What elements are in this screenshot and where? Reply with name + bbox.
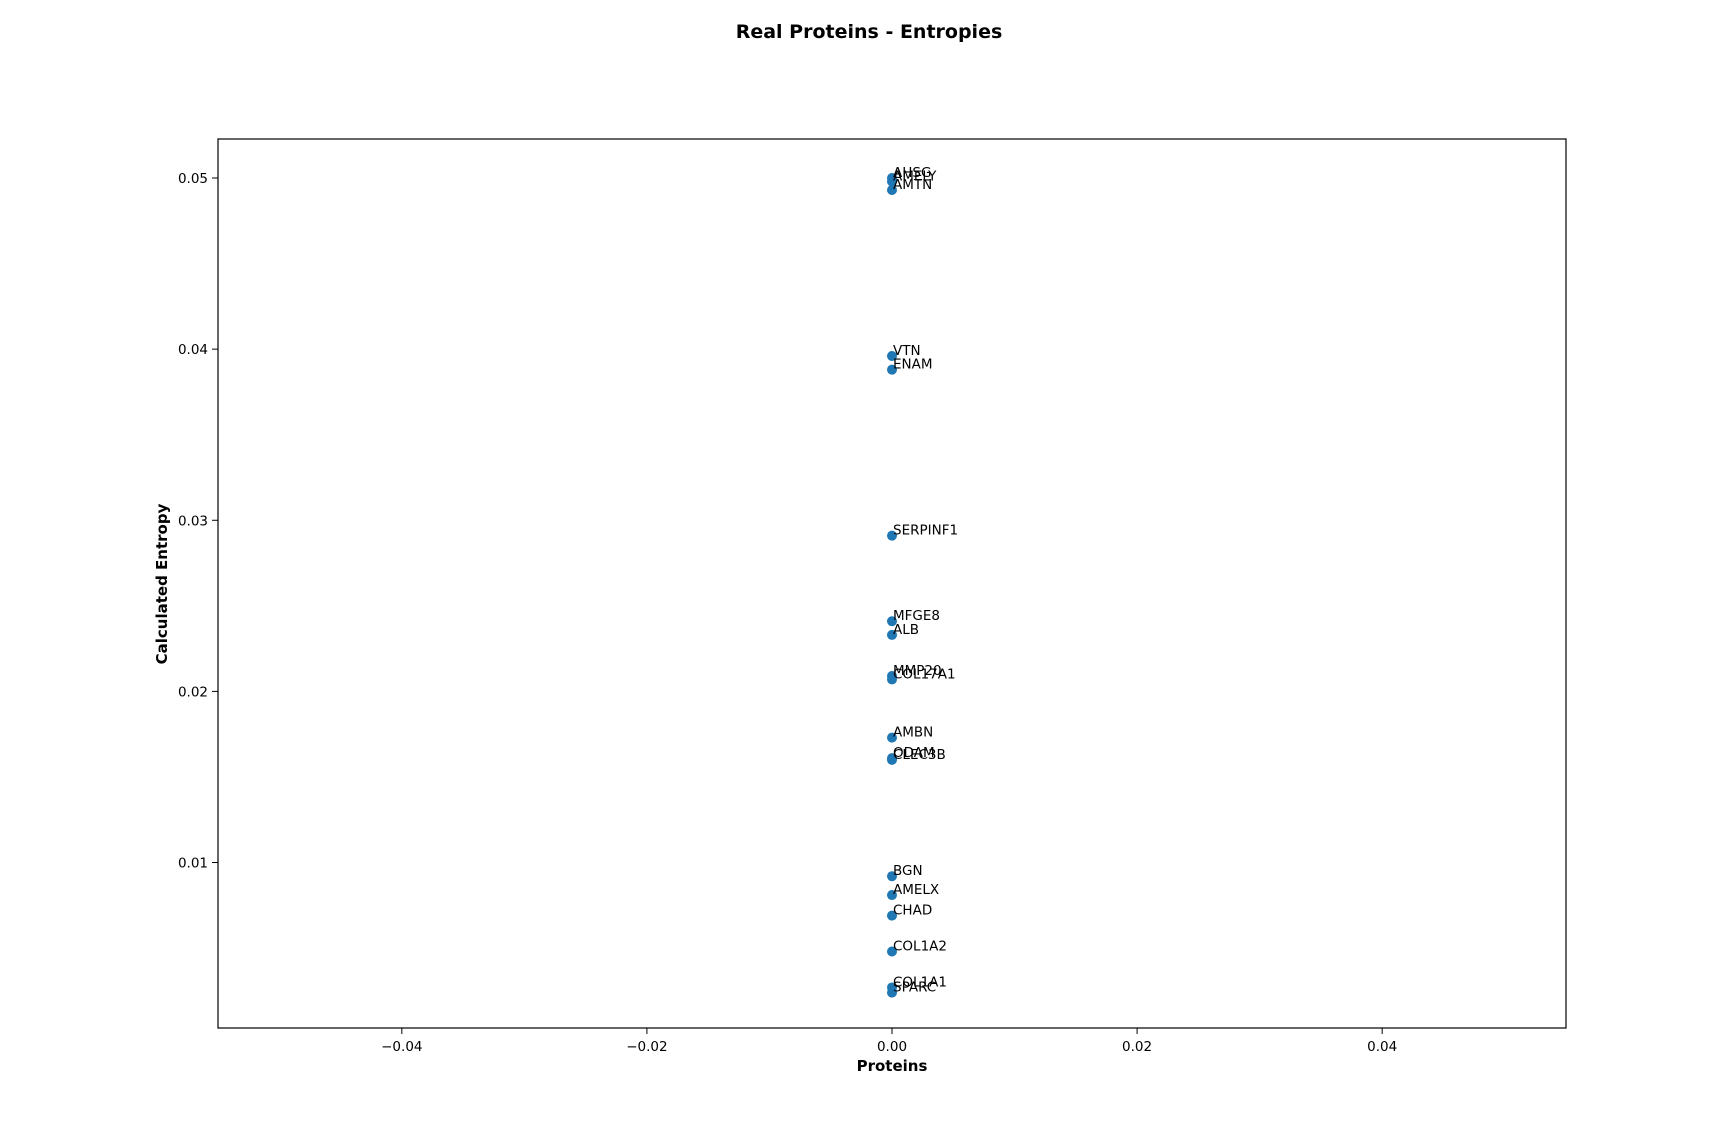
data-point-label: BGN	[893, 863, 923, 879]
data-point-label: ODAM	[893, 745, 935, 761]
data-point	[887, 364, 897, 375]
data-point	[887, 530, 897, 541]
data-point	[887, 910, 897, 921]
data-point	[887, 754, 897, 765]
y-tick-label: 0.02	[178, 684, 208, 700]
data-point-label: AHSG	[893, 165, 931, 181]
data-point-label: AMELY	[893, 168, 937, 184]
data-point-label: VTN	[893, 343, 921, 359]
x-tick-label: 0.02	[1122, 1039, 1152, 1055]
data-point	[887, 674, 897, 685]
data-point	[887, 350, 897, 361]
data-point	[887, 890, 897, 901]
data-point-label: AMTN	[893, 177, 932, 193]
y-axis-label: Calculated Entropy	[153, 503, 171, 664]
y-tick-label: 0.03	[178, 513, 208, 529]
data-point-label: MFGE8	[893, 608, 940, 624]
x-tick-label: −0.02	[626, 1039, 667, 1055]
x-axis-label: Proteins	[857, 1057, 928, 1075]
data-point-label: SPARC	[893, 980, 936, 996]
data-point	[887, 629, 897, 640]
data-point	[887, 616, 897, 627]
data-point	[887, 184, 897, 195]
data-point-label: AMELX	[893, 882, 939, 898]
data-point-label: COL1A1	[893, 974, 947, 990]
data-point	[887, 987, 897, 998]
y-tick-label: 0.05	[178, 171, 208, 187]
data-point-label: MMP20	[893, 663, 942, 679]
data-point-label: CLEC3B	[893, 747, 946, 763]
x-axis: −0.04 −0.02 0.00 0.02 0.04	[381, 1028, 1397, 1055]
data-point	[887, 871, 897, 882]
data-point	[887, 176, 897, 187]
data-point-label: AMBN	[893, 725, 933, 741]
data-point-label: COL17A1	[893, 666, 956, 682]
data-point	[887, 732, 897, 743]
x-tick-label: 0.00	[877, 1039, 907, 1055]
y-axis: 0.01 0.02 0.03 0.04 0.05	[178, 171, 218, 872]
chart-title: Real Proteins - Entropies	[736, 21, 1003, 43]
data-point-label: ALB	[893, 622, 919, 638]
data-point-label: CHAD	[893, 903, 932, 919]
x-tick-label: 0.04	[1367, 1039, 1397, 1055]
y-tick-label: 0.04	[178, 342, 208, 358]
data-points	[887, 173, 897, 998]
data-point-label: SERPINF1	[893, 523, 958, 539]
data-point	[887, 946, 897, 957]
x-tick-label: −0.04	[381, 1039, 422, 1055]
data-point-label: COL1A2	[893, 939, 947, 955]
data-point-label: ENAM	[893, 357, 933, 373]
y-tick-label: 0.01	[178, 856, 208, 872]
